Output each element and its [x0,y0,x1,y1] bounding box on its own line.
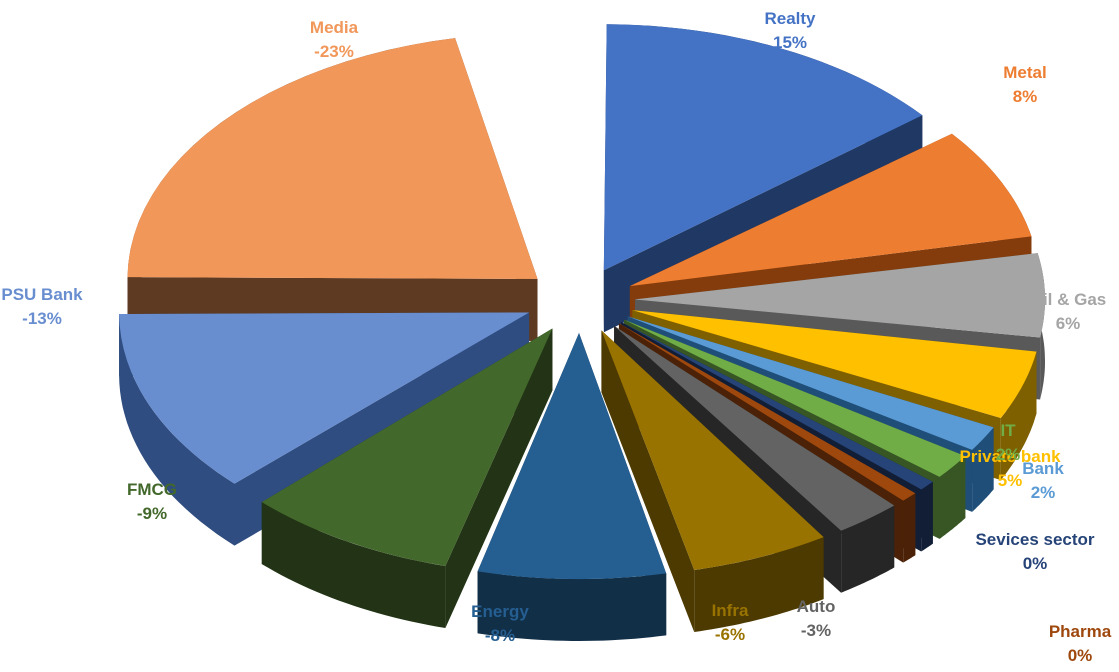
slice-label-name: Sevices sector [975,530,1094,549]
slice-label-name: Media [310,18,359,37]
slice-label-value: 6% [1056,314,1081,333]
slice-top-face [261,328,553,566]
slice-label-metal: Metal 8% [1003,63,1046,106]
slice-side-wall [119,314,235,546]
slice-top-face [624,319,966,477]
slice-label-value: -23% [314,42,354,61]
slice-label-value: 8% [1013,87,1038,106]
slice-label-value: 0% [1023,554,1048,573]
slice-label-fmcg: FMCG -9% [127,480,177,523]
slice-top-face [629,133,1032,287]
slice-label-auto: Auto -3% [797,597,836,640]
slice-top-face [634,253,1046,338]
slice-label-name: Energy [471,602,529,621]
slice-top-face [119,312,530,484]
slice-label-name: Infra [712,601,749,620]
slice-label-name: Auto [797,597,836,616]
slice-label-name: Bank [1022,459,1064,478]
slice-label-value: -6% [715,625,745,644]
slice-radial-wall [601,330,695,632]
slice-label-oil-gas: Oil & Gas 6% [1030,290,1107,333]
slice-top-face [621,321,933,490]
slice-label-name: FMCG [127,480,177,499]
slice-top-face [127,38,538,280]
pie-slice-energy [477,332,667,641]
slice-label-energy: Energy -8% [471,602,529,645]
slice-label-value: -3% [801,621,831,640]
slice-label-name: Pharma [1049,622,1112,641]
slice-label-media: Media -23% [310,18,359,61]
slice-label-name: Oil & Gas [1030,290,1107,309]
slice-label-name: Realty [764,9,816,28]
slice-label-name: Private bank [959,447,1061,466]
slice-top-face [618,323,916,501]
slice-label-value: 15% [773,33,807,52]
pie-slice-fmcg [261,328,553,628]
slice-top-face [632,310,1037,418]
slice-label-value: 5% [998,471,1023,490]
slice-label-private-bank: Private bank 5% [959,447,1061,490]
slice-top-face [614,325,895,531]
slice-label-realty: Realty 15% [764,9,816,52]
slice-label-sevices-sector: Sevices sector 0% [975,530,1094,573]
slice-label-psu-bank: PSU Bank -13% [1,285,83,328]
pie-slice-infra [601,330,824,632]
slice-label-bank: Bank 2% [1022,459,1064,502]
pie-slice-psu-bank [119,312,530,546]
slice-label-value: -9% [137,504,167,523]
slice-label-value: 0% [1068,646,1093,665]
slice-label-value: 2% [996,445,1021,464]
slice-label-name: IT [1000,421,1016,440]
slice-label-value: -8% [485,626,515,645]
slice-top-face [477,332,667,580]
slice-top-face [603,24,923,271]
slice-label-pharma: Pharma 0% [1049,622,1112,665]
slice-top-face [627,316,994,450]
slice-label-value: 2% [1031,483,1056,502]
slice-label-it: IT 2% [996,421,1021,464]
slice-label-value: -13% [22,309,62,328]
slice-side-wall [477,571,667,641]
pie-slice-media [127,38,538,342]
slice-label-name: PSU Bank [1,285,83,304]
slice-top-face [601,330,824,570]
slice-label-name: Metal [1003,63,1046,82]
slice-label-infra: Infra -6% [712,601,749,644]
